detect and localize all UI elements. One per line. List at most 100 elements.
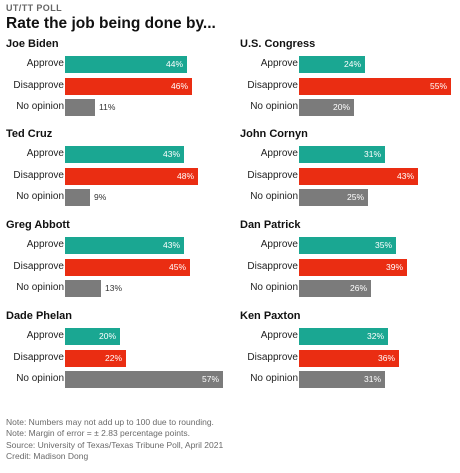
- value-label: 48%: [176, 171, 194, 181]
- category-label: No opinion: [250, 282, 298, 293]
- category-label: Disapprove: [13, 261, 64, 272]
- panel-title: Ted Cruz: [6, 128, 53, 140]
- value-label: 32%: [366, 331, 384, 341]
- note-margin-of-error: Note: Margin of error = ± 2.83 percentag…: [6, 428, 190, 439]
- bar-approve: [299, 237, 396, 254]
- bar-no-opinion: [299, 189, 368, 206]
- bar-no-opinion: [65, 189, 90, 206]
- note-source: Source: University of Texas/Texas Tribun…: [6, 439, 224, 450]
- bar-row-approve: Approve 35%: [240, 237, 460, 254]
- value-label: 9%: [94, 192, 107, 202]
- bar-approve: [299, 328, 388, 345]
- note-credit: Credit: Madison Dong: [6, 450, 89, 461]
- panel-title: Dan Patrick: [240, 219, 301, 231]
- bar-no-opinion: [65, 280, 101, 297]
- category-label: Approve: [260, 58, 298, 69]
- panel-title: Ken Paxton: [240, 310, 301, 322]
- category-label: Disapprove: [13, 80, 64, 91]
- bar-row-disapprove: Disapprove 22%: [6, 350, 231, 367]
- bar-no-opinion: [299, 99, 354, 116]
- value-label: 31%: [363, 374, 381, 384]
- bar-approve: [65, 328, 120, 345]
- bar-row-no-opinion: No opinion 11%: [6, 99, 231, 116]
- category-label: Approve: [260, 148, 298, 159]
- bar-row-approve: Approve 32%: [240, 328, 460, 345]
- value-label: 20%: [332, 102, 350, 112]
- value-label: 24%: [343, 59, 361, 69]
- panel-2: Ted Cruz Approve 43% Disapprove 48% No opinio…: [6, 128, 231, 208]
- panel-title: U.S. Congress: [240, 38, 316, 50]
- panel-6: Dade Phelan Approve 20% Disapprove 22% No opi…: [6, 310, 231, 390]
- value-label: 36%: [377, 353, 395, 363]
- bar-disapprove: [299, 259, 407, 276]
- panel-5: Dan Patrick Approve 35% Disapprove 39% No opi…: [240, 219, 460, 299]
- value-label: 45%: [168, 262, 186, 272]
- footnotes: Note: Numbers may not add up to 100 due …: [6, 417, 223, 462]
- bar-row-no-opinion: No opinion 9%: [6, 189, 231, 206]
- bar-row-no-opinion: No opinion 31%: [240, 371, 460, 388]
- value-label: 46%: [170, 81, 188, 91]
- bar-row-approve: Approve 31%: [240, 146, 460, 163]
- bar-approve: [65, 237, 184, 254]
- value-label: 20%: [98, 331, 116, 341]
- category-label: No opinion: [250, 101, 298, 112]
- category-label: No opinion: [16, 101, 64, 112]
- bar-row-approve: Approve 20%: [6, 328, 231, 345]
- panel-0: Joe Biden Approve 44% Disapprove 46% No opini…: [6, 38, 231, 118]
- category-label: Approve: [26, 148, 64, 159]
- bar-row-no-opinion: No opinion 57%: [6, 371, 231, 388]
- value-label: 25%: [346, 192, 364, 202]
- bar-disapprove: [299, 168, 418, 185]
- bar-disapprove: [65, 168, 198, 185]
- bar-row-no-opinion: No opinion 13%: [6, 280, 231, 297]
- bar-row-approve: Approve 44%: [6, 56, 231, 73]
- bar-row-disapprove: Disapprove 48%: [6, 168, 231, 185]
- bar-row-disapprove: Disapprove 43%: [240, 168, 460, 185]
- bar-row-no-opinion: No opinion 26%: [240, 280, 460, 297]
- category-label: Disapprove: [247, 352, 298, 363]
- note-rounding: Note: Numbers may not add up to 100 due …: [6, 417, 214, 427]
- value-label: 26%: [349, 283, 367, 293]
- bar-row-approve: Approve 43%: [6, 237, 231, 254]
- panel-title: Joe Biden: [6, 38, 59, 50]
- category-label: No opinion: [16, 282, 64, 293]
- bar-no-opinion: [299, 280, 371, 297]
- bar-approve: [299, 56, 365, 73]
- bar-row-approve: Approve 43%: [6, 146, 231, 163]
- bar-disapprove: [65, 350, 126, 367]
- bar-row-no-opinion: No opinion 25%: [240, 189, 460, 206]
- category-label: Disapprove: [247, 261, 298, 272]
- category-label: No opinion: [16, 191, 64, 202]
- bar-disapprove: [299, 350, 399, 367]
- category-label: No opinion: [16, 373, 64, 384]
- panel-1: U.S. Congress Approve 24% Disapprove 55% No o…: [240, 38, 460, 118]
- value-label: 11%: [99, 102, 116, 112]
- bar-disapprove: [299, 78, 451, 95]
- bar-disapprove: [65, 78, 192, 95]
- category-label: No opinion: [250, 191, 298, 202]
- bar-row-disapprove: Disapprove 39%: [240, 259, 460, 276]
- bar-no-opinion: [65, 371, 223, 388]
- bar-approve: [65, 146, 184, 163]
- category-label: Disapprove: [13, 170, 64, 181]
- bar-row-disapprove: Disapprove 55%: [240, 78, 460, 95]
- panel-7: Ken Paxton Approve 32% Disapprove 36% No opin…: [240, 310, 460, 390]
- value-label: 55%: [429, 81, 447, 91]
- category-label: Approve: [26, 58, 64, 69]
- value-label: 43%: [396, 171, 414, 181]
- value-label: 13%: [105, 283, 123, 293]
- chart-title: Rate the job being done by...: [6, 15, 216, 32]
- bar-row-no-opinion: No opinion 20%: [240, 99, 460, 116]
- value-label: 31%: [363, 149, 381, 159]
- bar-disapprove: [65, 259, 190, 276]
- bar-approve: [65, 56, 187, 73]
- value-label: 44%: [165, 59, 183, 69]
- category-label: Disapprove: [247, 80, 298, 91]
- bar-row-disapprove: Disapprove 45%: [6, 259, 231, 276]
- panel-3: John Cornyn Approve 31% Disapprove 43% No opi…: [240, 128, 460, 208]
- value-label: 35%: [374, 240, 392, 250]
- category-label: Approve: [260, 330, 298, 341]
- category-label: No opinion: [250, 373, 298, 384]
- panel-title: Dade Phelan: [6, 310, 73, 322]
- bar-no-opinion: [65, 99, 95, 116]
